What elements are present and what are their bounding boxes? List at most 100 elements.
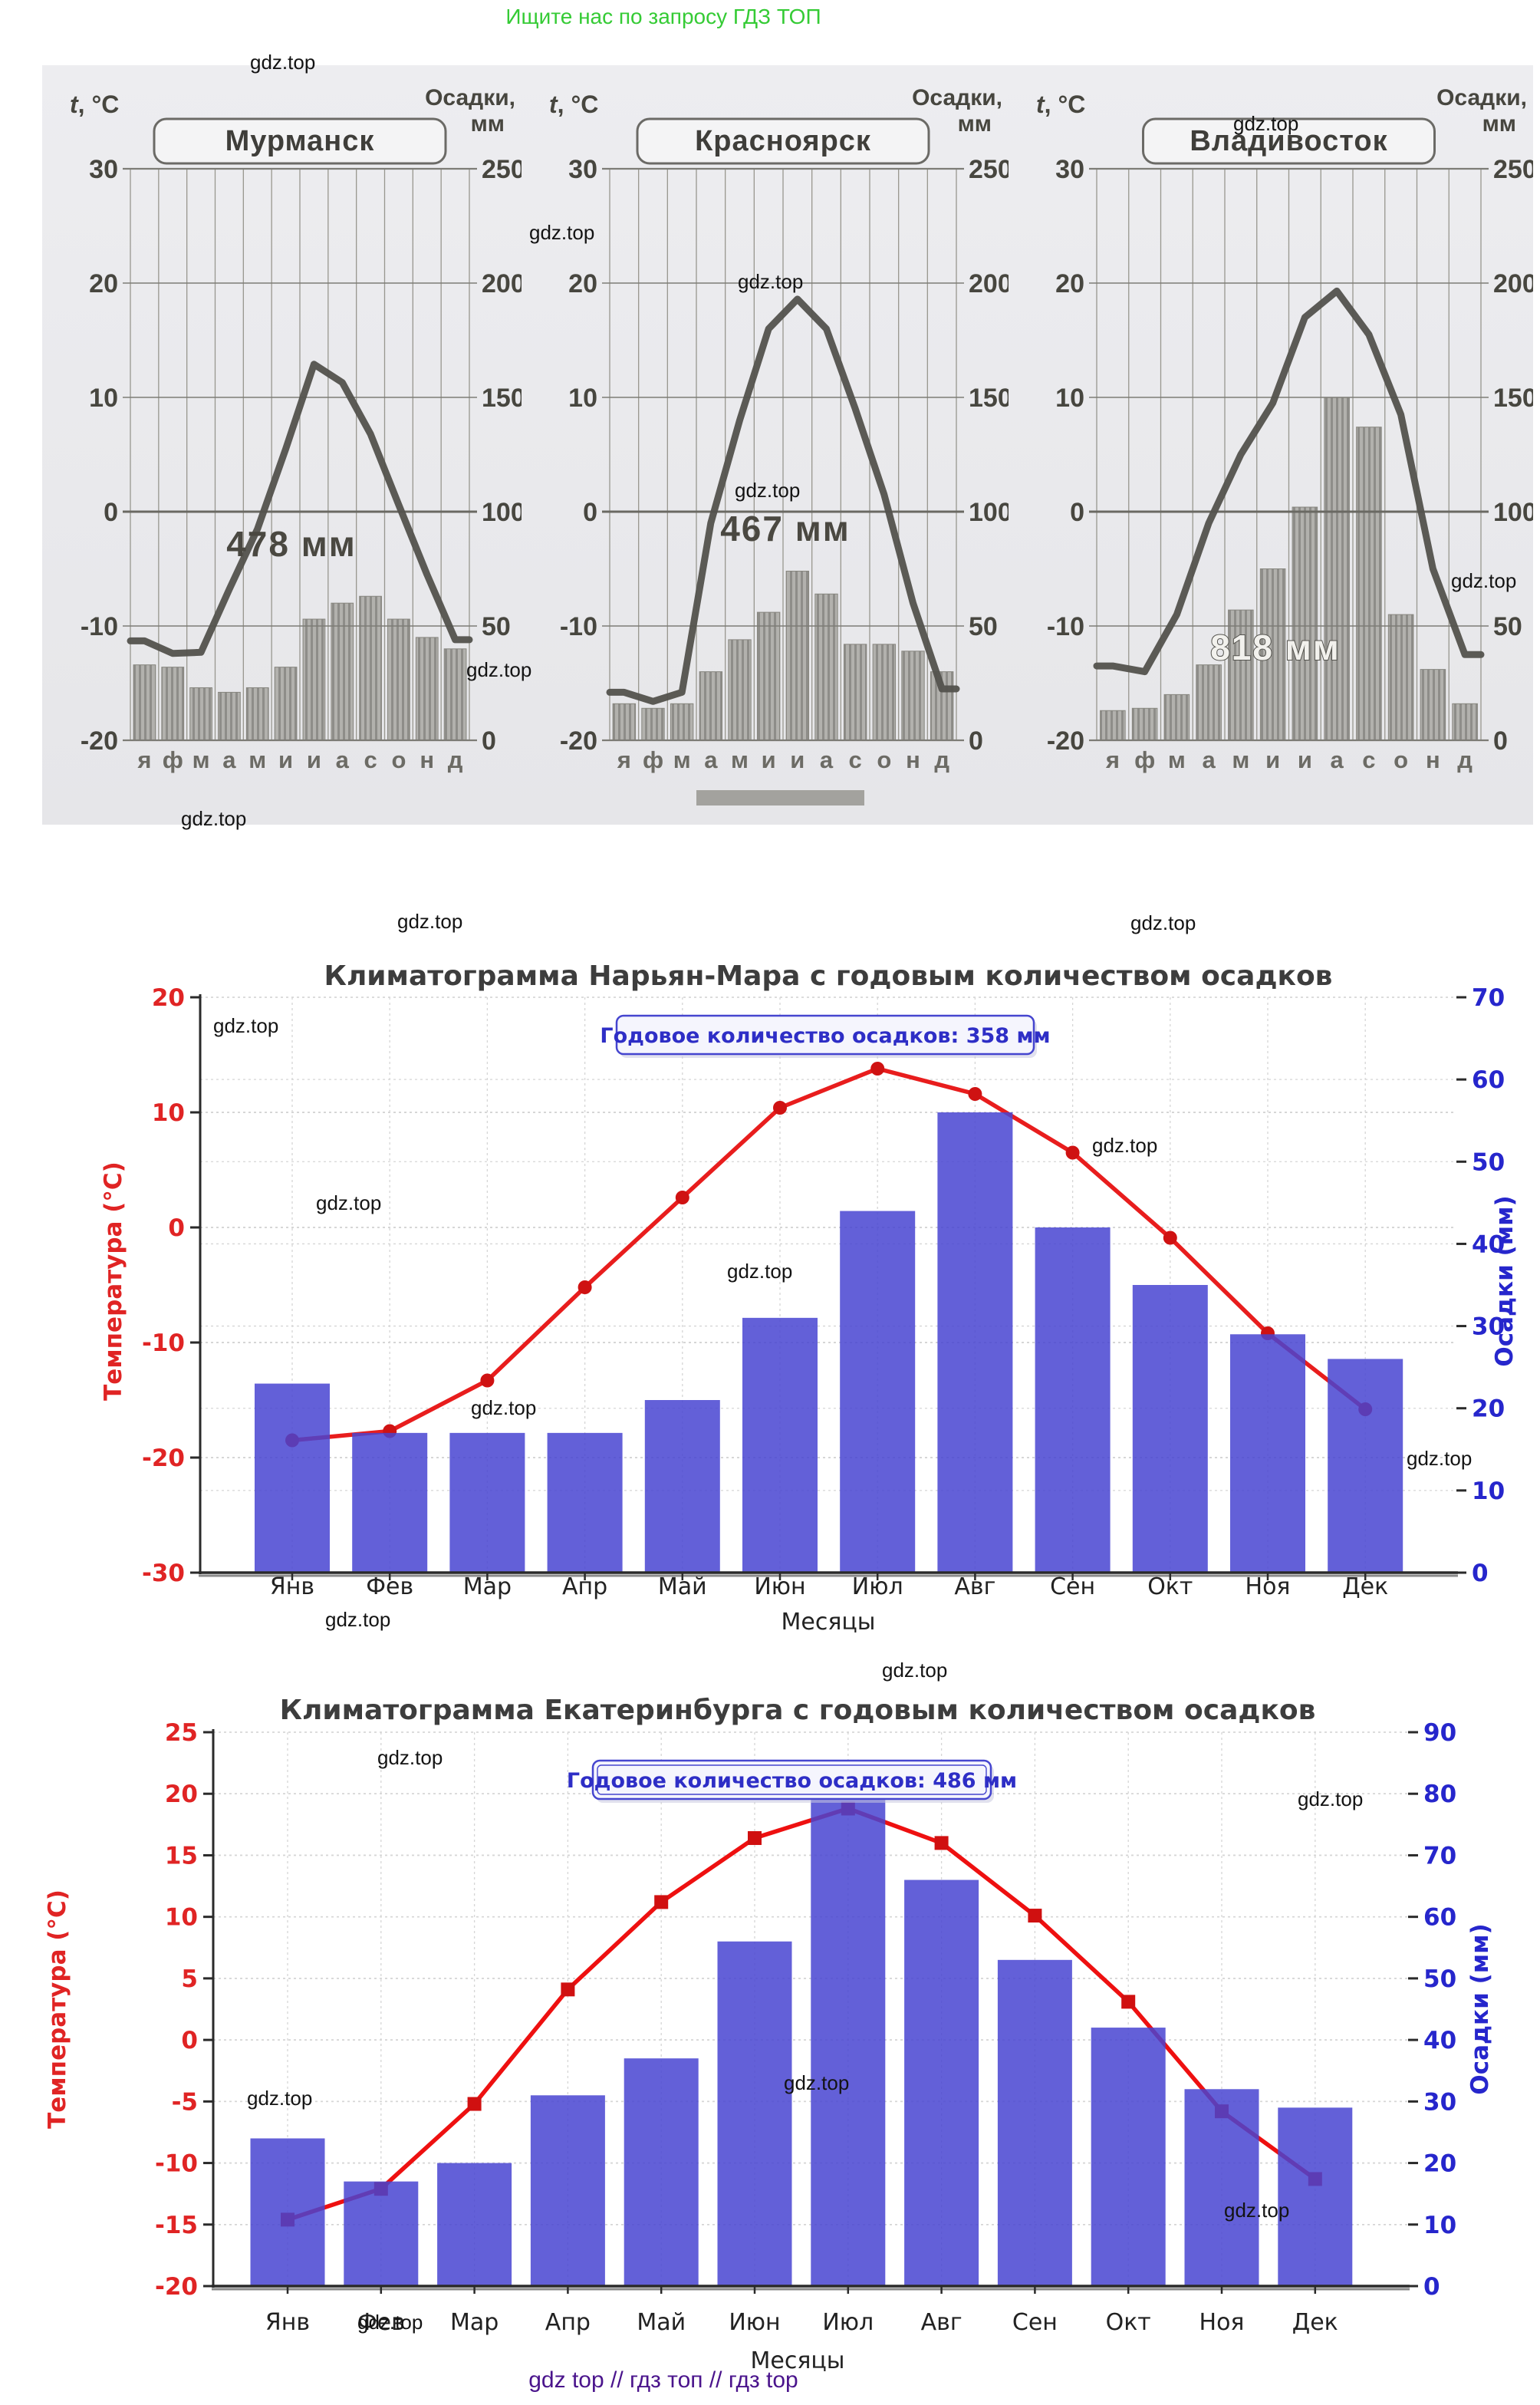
city-box	[1142, 117, 1436, 165]
svg-text:10: 10	[152, 1099, 185, 1127]
xlabel: Месяцы	[751, 2347, 845, 2374]
svg-text:а: а	[1331, 746, 1344, 773]
svg-text:я: я	[137, 746, 151, 773]
month-tick-labels: Янв Фев Мар Апр Май Июн Июл Авг Сен Окт Ноя Дек	[265, 2309, 1338, 2336]
gdz-watermark: gdz.top	[1451, 569, 1517, 592]
svg-text:Апр: Апр	[545, 2309, 591, 2336]
svg-text:150: 150	[482, 384, 522, 413]
svg-text:100: 100	[969, 498, 1009, 527]
xlabel: Месяцы	[782, 1609, 876, 1636]
svg-text:250: 250	[969, 155, 1009, 184]
svg-text:ф: ф	[643, 746, 663, 773]
svg-text:м: м	[1232, 746, 1249, 773]
svg-text:Авг: Авг	[954, 1573, 995, 1600]
svg-text:с: с	[1362, 746, 1375, 773]
svg-text:а: а	[704, 746, 718, 773]
svg-text:40: 40	[1472, 1231, 1505, 1258]
svg-text:и: и	[790, 746, 805, 773]
ylabel-left: Температура (°C)	[100, 1161, 127, 1401]
temperature-curve	[606, 295, 960, 705]
svg-text:ф: ф	[163, 746, 183, 773]
gdz-watermark: gdz.top	[738, 270, 804, 293]
svg-text:Май: Май	[658, 1573, 707, 1600]
gdz-watermark: gdz.top	[1407, 1447, 1473, 1470]
gdz-watermark: gdz.top	[727, 1260, 793, 1283]
annual-total-label: 478 мм	[226, 524, 357, 564]
svg-text:Апр: Апр	[562, 1573, 607, 1600]
svg-text:н: н	[906, 746, 920, 773]
svg-text:-10: -10	[1047, 612, 1084, 641]
svg-text:а: а	[820, 746, 834, 773]
gdz-watermark: gdz.top	[250, 51, 316, 74]
precip-bars	[612, 570, 954, 741]
svg-text:-5: -5	[172, 2088, 198, 2116]
svg-text:150: 150	[1493, 384, 1533, 413]
svg-text:д: д	[1457, 746, 1473, 773]
city-box	[153, 117, 447, 165]
svg-text:м: м	[1168, 746, 1186, 773]
annotation-box	[591, 1759, 992, 1800]
gdz-watermark: gdz.top	[1233, 112, 1299, 135]
svg-text:Мар: Мар	[450, 2309, 499, 2336]
promo-header: Ищите нас по запросу ГДЗ ТОП	[0, 5, 1327, 29]
svg-text:30: 30	[1472, 1313, 1505, 1341]
scan-climatogram-2: 30 250 20 200 10 150 0 100 -10 50 -20 0 t, °C Осадки,…	[522, 65, 1009, 825]
svg-text:Ноя: Ноя	[1245, 1573, 1291, 1600]
city-label: Красноярск	[695, 125, 871, 157]
svg-text:150: 150	[969, 384, 1009, 413]
svg-text:Июл: Июл	[852, 1573, 903, 1600]
svg-text:о: о	[391, 746, 406, 773]
svg-text:0: 0	[583, 498, 597, 527]
svg-text:м: м	[673, 746, 691, 773]
svg-text:д: д	[448, 746, 463, 773]
svg-text:10: 10	[1055, 384, 1084, 413]
svg-text:и: и	[762, 746, 776, 773]
scan-climatogram-3: 30 250 20 200 10 150 0 100 -10 50 -20 0 t, °C Осадки,…	[1009, 65, 1533, 825]
temp-axis-label: t, °C	[549, 91, 598, 118]
svg-text:10: 10	[568, 384, 597, 413]
svg-text:-20: -20	[1047, 726, 1084, 756]
svg-text:и: и	[307, 746, 321, 773]
svg-text:-20: -20	[81, 726, 118, 756]
svg-text:н: н	[1426, 746, 1440, 773]
promo-footer: gdz top // гдз топ // гдз top	[0, 2367, 1327, 2393]
precip-bars	[255, 1112, 1403, 1573]
temp-axis-label: t, °C	[70, 91, 119, 118]
svg-text:200: 200	[1493, 269, 1533, 298]
svg-text:и: и	[1265, 746, 1280, 773]
svg-text:Сен: Сен	[1050, 1573, 1095, 1600]
svg-text:10: 10	[1472, 1478, 1505, 1505]
svg-text:Дек: Дек	[1292, 2309, 1338, 2336]
svg-text:о: о	[877, 746, 891, 773]
svg-text:Май: Май	[637, 2309, 686, 2336]
gdz-watermark: gdz.top	[316, 1191, 382, 1214]
svg-text:200: 200	[482, 269, 522, 298]
svg-text:100: 100	[482, 498, 522, 527]
naryan-mar-climatogram: 20 10 0 -10 -20 -30 70 60 50 40 30 20 10 0 Янв Фев Мар Ап…	[0, 951, 1540, 1665]
svg-text:-10: -10	[155, 2150, 198, 2178]
temperature-curve	[1093, 287, 1485, 676]
svg-text:м: м	[731, 746, 749, 773]
svg-text:20: 20	[1055, 269, 1084, 298]
gdz-watermark: gdz.top	[397, 910, 463, 933]
svg-text:5: 5	[181, 1965, 198, 1993]
svg-text:Янв: Янв	[270, 1573, 314, 1600]
svg-text:а: а	[1203, 746, 1216, 773]
svg-text:я: я	[617, 746, 631, 773]
svg-text:мм: мм	[958, 111, 992, 137]
city-label: Мурманск	[225, 125, 375, 157]
annual-total-label: 467 мм	[720, 509, 851, 549]
temperature-marker	[748, 1830, 762, 1845]
city-box	[636, 117, 930, 165]
svg-text:60: 60	[1472, 1066, 1505, 1094]
svg-text:0: 0	[482, 726, 496, 756]
temperature-marker	[654, 1895, 669, 1909]
temperature-marker	[467, 2097, 482, 2111]
svg-text:20: 20	[89, 269, 118, 298]
svg-text:50: 50	[1423, 1965, 1456, 1993]
svg-text:-20: -20	[142, 1445, 185, 1472]
gdz-watermark: gdz.top	[247, 2087, 313, 2110]
temperature-marker	[480, 1373, 495, 1388]
gdz-watermark: gdz.top	[1298, 1787, 1364, 1810]
annotation-box	[615, 1014, 1035, 1056]
